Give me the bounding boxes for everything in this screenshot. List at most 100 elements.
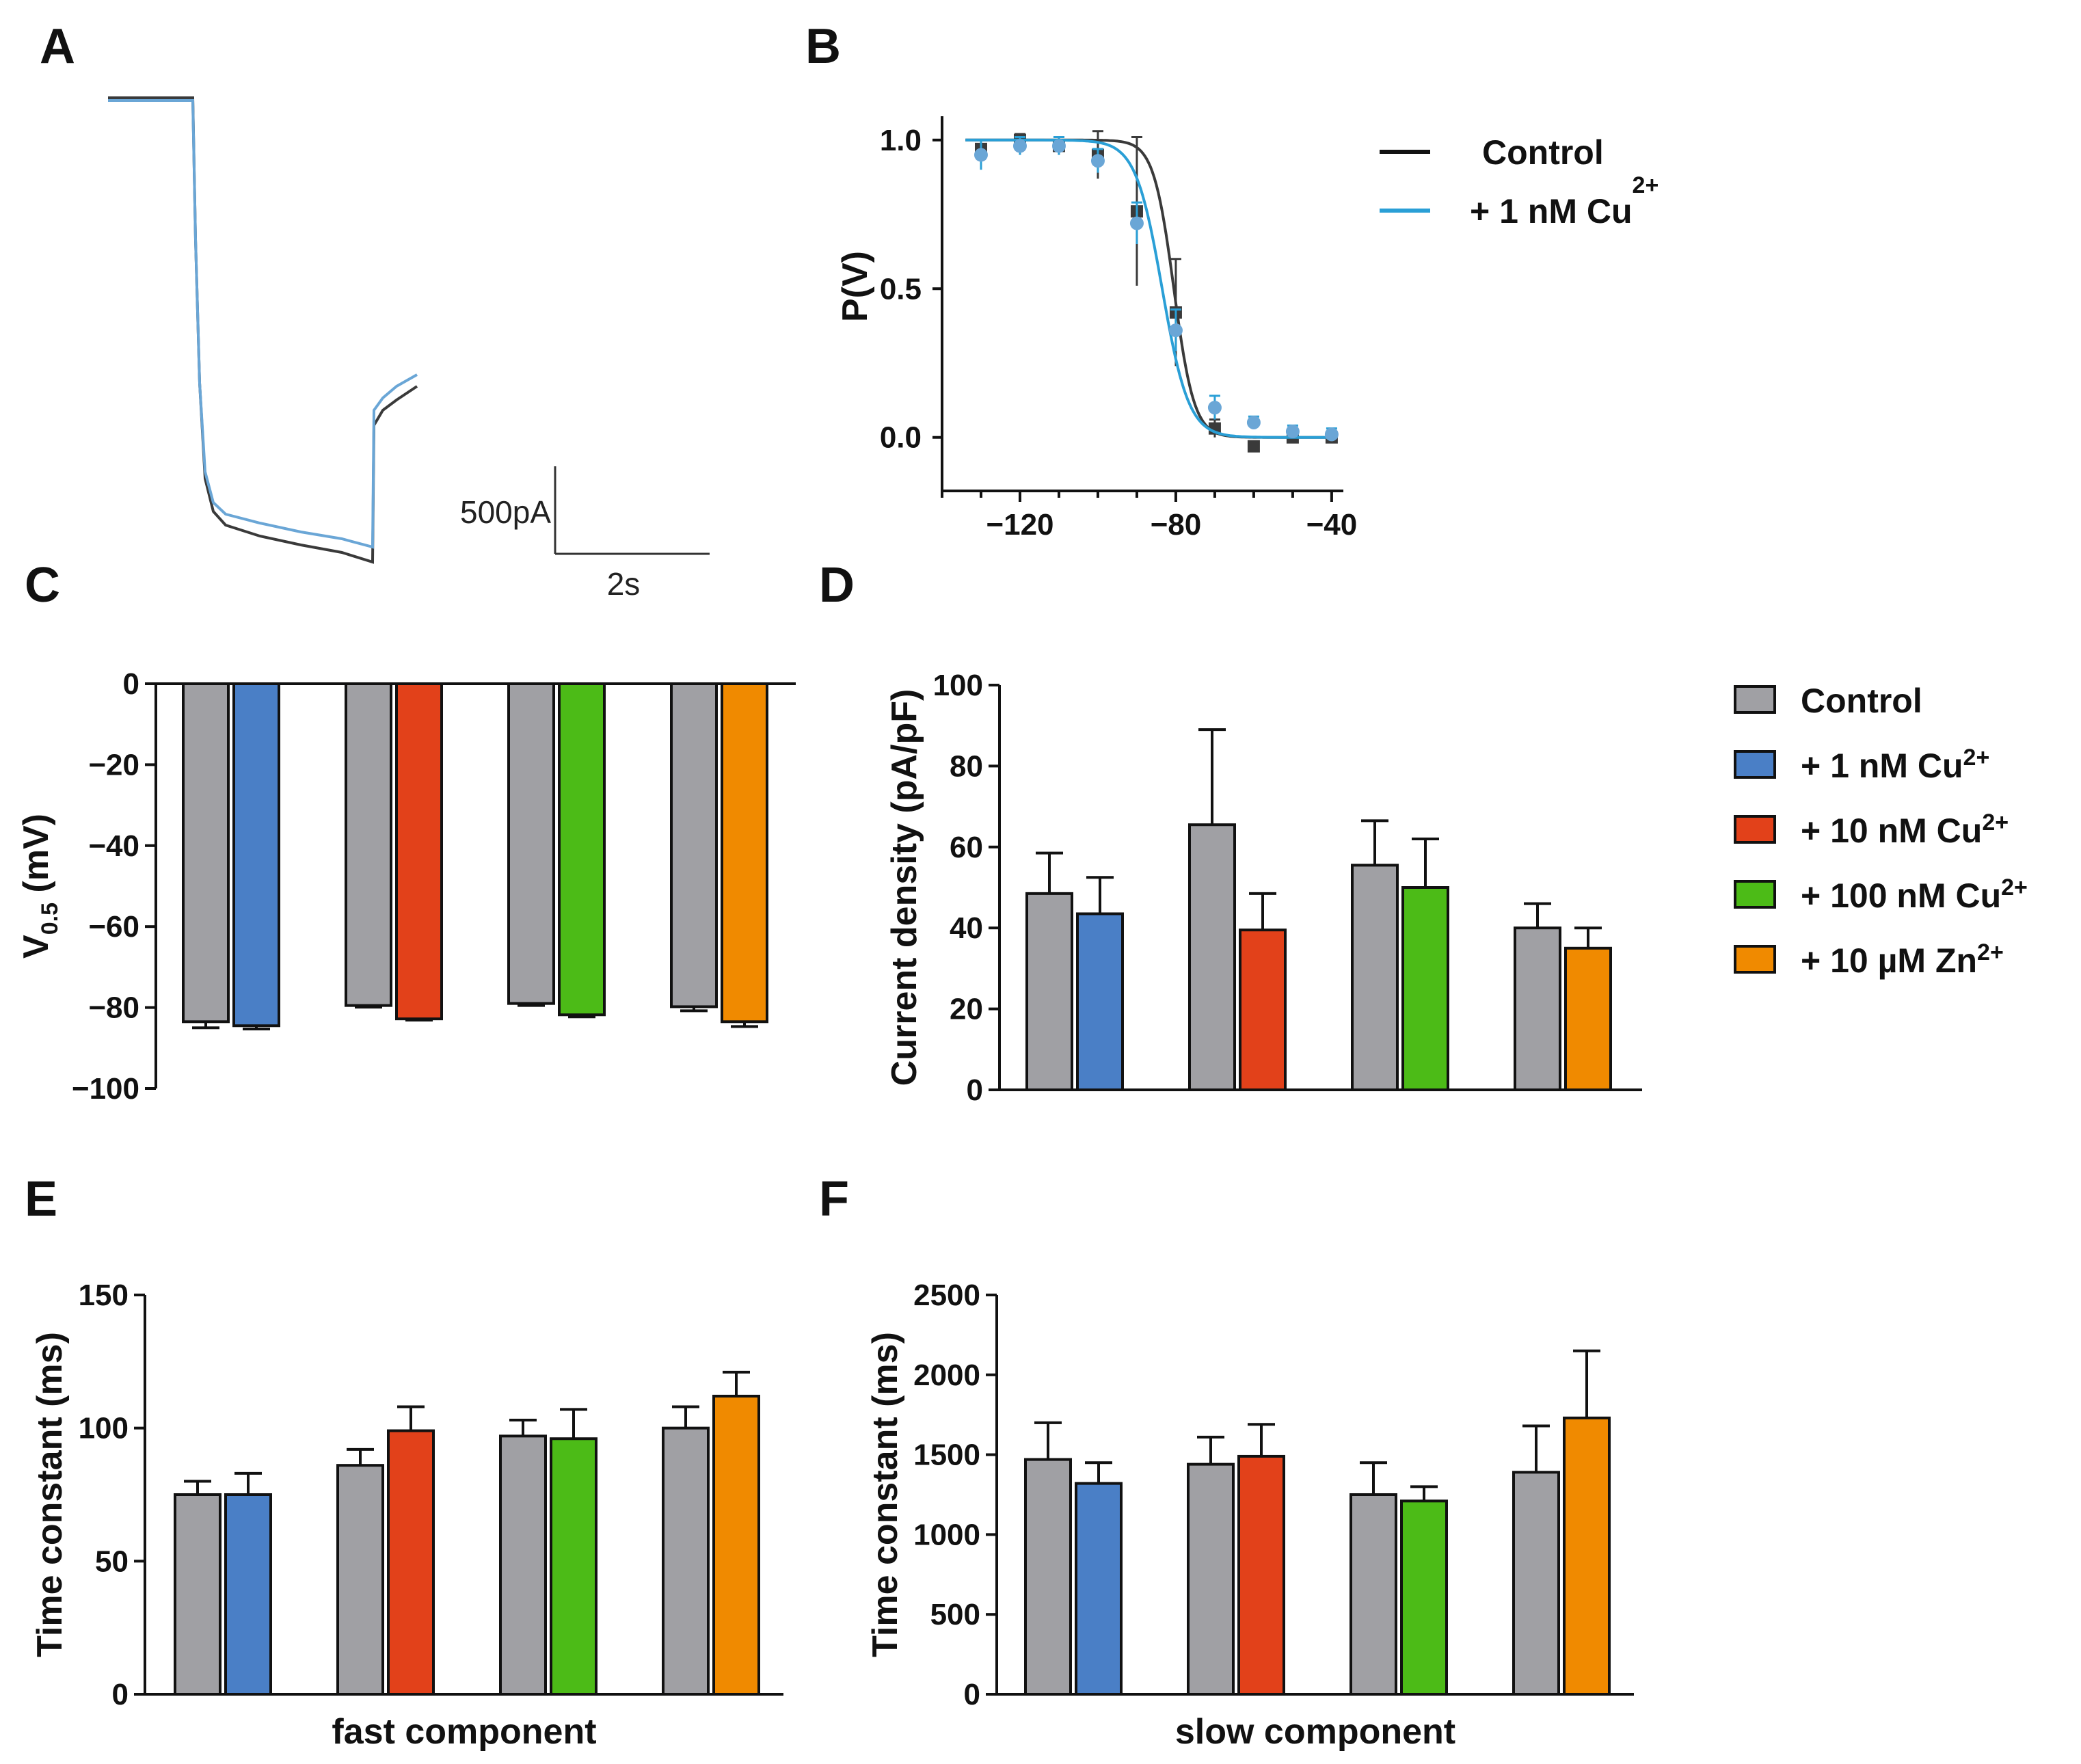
bar-treatment — [387, 1429, 435, 1696]
bar-treatment — [1400, 1499, 1448, 1696]
y-tick-label: 1000 — [913, 1518, 980, 1551]
y-axis-label: Time constant (ms) — [30, 1332, 70, 1657]
legend-label-zn10: + 10 µM Zn2+ — [1801, 939, 2004, 980]
bar-control — [1188, 823, 1236, 1091]
bar-treatment — [1564, 946, 1612, 1092]
y-axis-label: V0.5 (mV) — [16, 814, 63, 959]
bar-treatment — [1237, 1454, 1285, 1696]
b-y-tick-label: 1.0 — [880, 124, 922, 157]
bar-treatment — [1239, 928, 1287, 1092]
bar-control — [507, 682, 555, 1005]
b-point-cu — [1012, 139, 1027, 153]
y-tick-label: 60 — [950, 831, 983, 864]
y-tick-label: 2000 — [913, 1359, 980, 1392]
legend-label-sup: 2+ — [1982, 810, 2009, 836]
panel-label-b: B — [805, 19, 841, 74]
legend-label-text: + 100 nM Cu — [1801, 877, 2001, 915]
legend-b-cu-prefix: + 1 nM Cu — [1470, 192, 1633, 230]
bar-treatment — [1401, 886, 1449, 1091]
legend-b-cu-sup: 2+ — [1633, 172, 1659, 198]
trace-cu — [108, 99, 418, 549]
bar-control — [662, 1426, 710, 1696]
legend-swatch-zn10 — [1734, 945, 1776, 974]
b-point-cu — [1246, 415, 1261, 429]
panel-c-v05-bar-chart: 0 −20 −40 −60 −80 −100 V0.5 (mV) — [16, 667, 796, 1106]
bar-treatment — [224, 1493, 272, 1696]
b-point-cu — [1207, 401, 1222, 415]
y-tick-label: 0 — [967, 1073, 983, 1107]
bar-control — [182, 682, 230, 1024]
legend-label-text: + 10 nM Cu — [1801, 812, 1982, 850]
legend-main: Control+ 1 nM Cu2++ 10 nM Cu2++ 100 nM C… — [1734, 682, 2028, 980]
b-point-cu — [1168, 323, 1183, 338]
legend-label-text: Control — [1801, 682, 1922, 720]
legend-label-cu10: + 10 nM Cu2+ — [1801, 810, 2009, 850]
bar-control — [1025, 892, 1073, 1091]
y-axis-label: Current density (pA/pF) — [885, 689, 924, 1086]
y-tick-label: 100 — [79, 1412, 129, 1445]
b-x-tick-label: −40 — [1306, 508, 1358, 542]
y-tick-label: 100 — [933, 669, 983, 702]
x-axis-label: fast component — [332, 1712, 596, 1752]
y-tick-label: 500 — [930, 1598, 980, 1631]
legend-label-control: Control — [1801, 682, 1922, 720]
bar-treatment — [550, 1437, 598, 1696]
bar-control — [1512, 1471, 1560, 1696]
y-tick-label: −40 — [88, 829, 139, 863]
y-tick-label: 20 — [950, 993, 983, 1026]
b-y-tick-label: 0.0 — [880, 421, 922, 455]
legend-label-sup: 2+ — [2001, 874, 2028, 900]
y-axis-label-main: V — [16, 935, 56, 959]
bar-treatment — [1075, 1482, 1123, 1696]
y-tick-label: −80 — [88, 991, 139, 1025]
panel-label-d: D — [819, 558, 855, 613]
bar-control — [174, 1493, 221, 1696]
b-y-axis-label: P(V) — [835, 251, 875, 322]
legend-label-sup: 2+ — [1963, 745, 1990, 771]
y-axis-label: Time constant (ms) — [865, 1332, 905, 1657]
y-tick-label: −60 — [88, 910, 139, 944]
bar-control — [336, 1464, 384, 1696]
panel-e-fast-time-constant-bar-chart: 0 50 100 150 Time constant (ms) fast componen… — [30, 1279, 783, 1752]
bar-control — [1024, 1458, 1072, 1696]
bar-control — [1350, 1493, 1397, 1696]
y-axis-label-tail: (mV) — [16, 814, 56, 903]
b-fit-curve — [965, 138, 1332, 439]
y-tick-label: 0 — [964, 1678, 980, 1711]
x-axis-label: slow component — [1175, 1712, 1455, 1752]
bar-treatment — [1563, 1416, 1611, 1696]
bar-control — [1187, 1462, 1235, 1696]
bar-control — [670, 682, 718, 1008]
b-point-cu — [974, 148, 988, 162]
y-tick-label: −20 — [88, 748, 139, 781]
y-tick-label: 40 — [950, 911, 983, 945]
panel-a-current-traces: 500pA 2s — [108, 96, 710, 602]
legend-b-label-control: Control — [1482, 133, 1604, 172]
panel-label-f: F — [819, 1172, 849, 1227]
b-point-cu — [1090, 154, 1105, 168]
trace-control — [108, 96, 418, 564]
panel-b-activation-curve: 0.0 0.5 1.0 −120 −80 −40 P(V) — [835, 116, 1357, 542]
b-point-cu — [1324, 427, 1339, 442]
legend-swatch-control — [1734, 685, 1776, 714]
y-axis-label-sub: 0.5 — [37, 903, 63, 935]
y-tick-label: 2500 — [913, 1279, 980, 1312]
y-tick-label: 150 — [79, 1279, 129, 1312]
legend-b-label-cu: + 1 nM Cu2+ — [1470, 172, 1659, 230]
legend-label-cu100: + 100 nM Cu2+ — [1801, 874, 2028, 915]
scale-time-label: 2s — [607, 566, 641, 602]
y-tick-label: 1500 — [913, 1439, 980, 1472]
bar-treatment — [395, 682, 443, 1021]
b-y-tick-label: 0.5 — [880, 272, 922, 306]
bar-treatment — [558, 682, 606, 1017]
bar-treatment — [232, 682, 280, 1028]
bar-control — [345, 682, 392, 1007]
bar-treatment — [1076, 912, 1124, 1091]
legend-b: Control + 1 nM Cu2+ — [1380, 133, 1659, 230]
b-point-cu — [1285, 425, 1300, 439]
y-tick-label: 80 — [950, 749, 983, 783]
bar-treatment — [712, 1394, 760, 1696]
bar-control — [1351, 864, 1399, 1091]
